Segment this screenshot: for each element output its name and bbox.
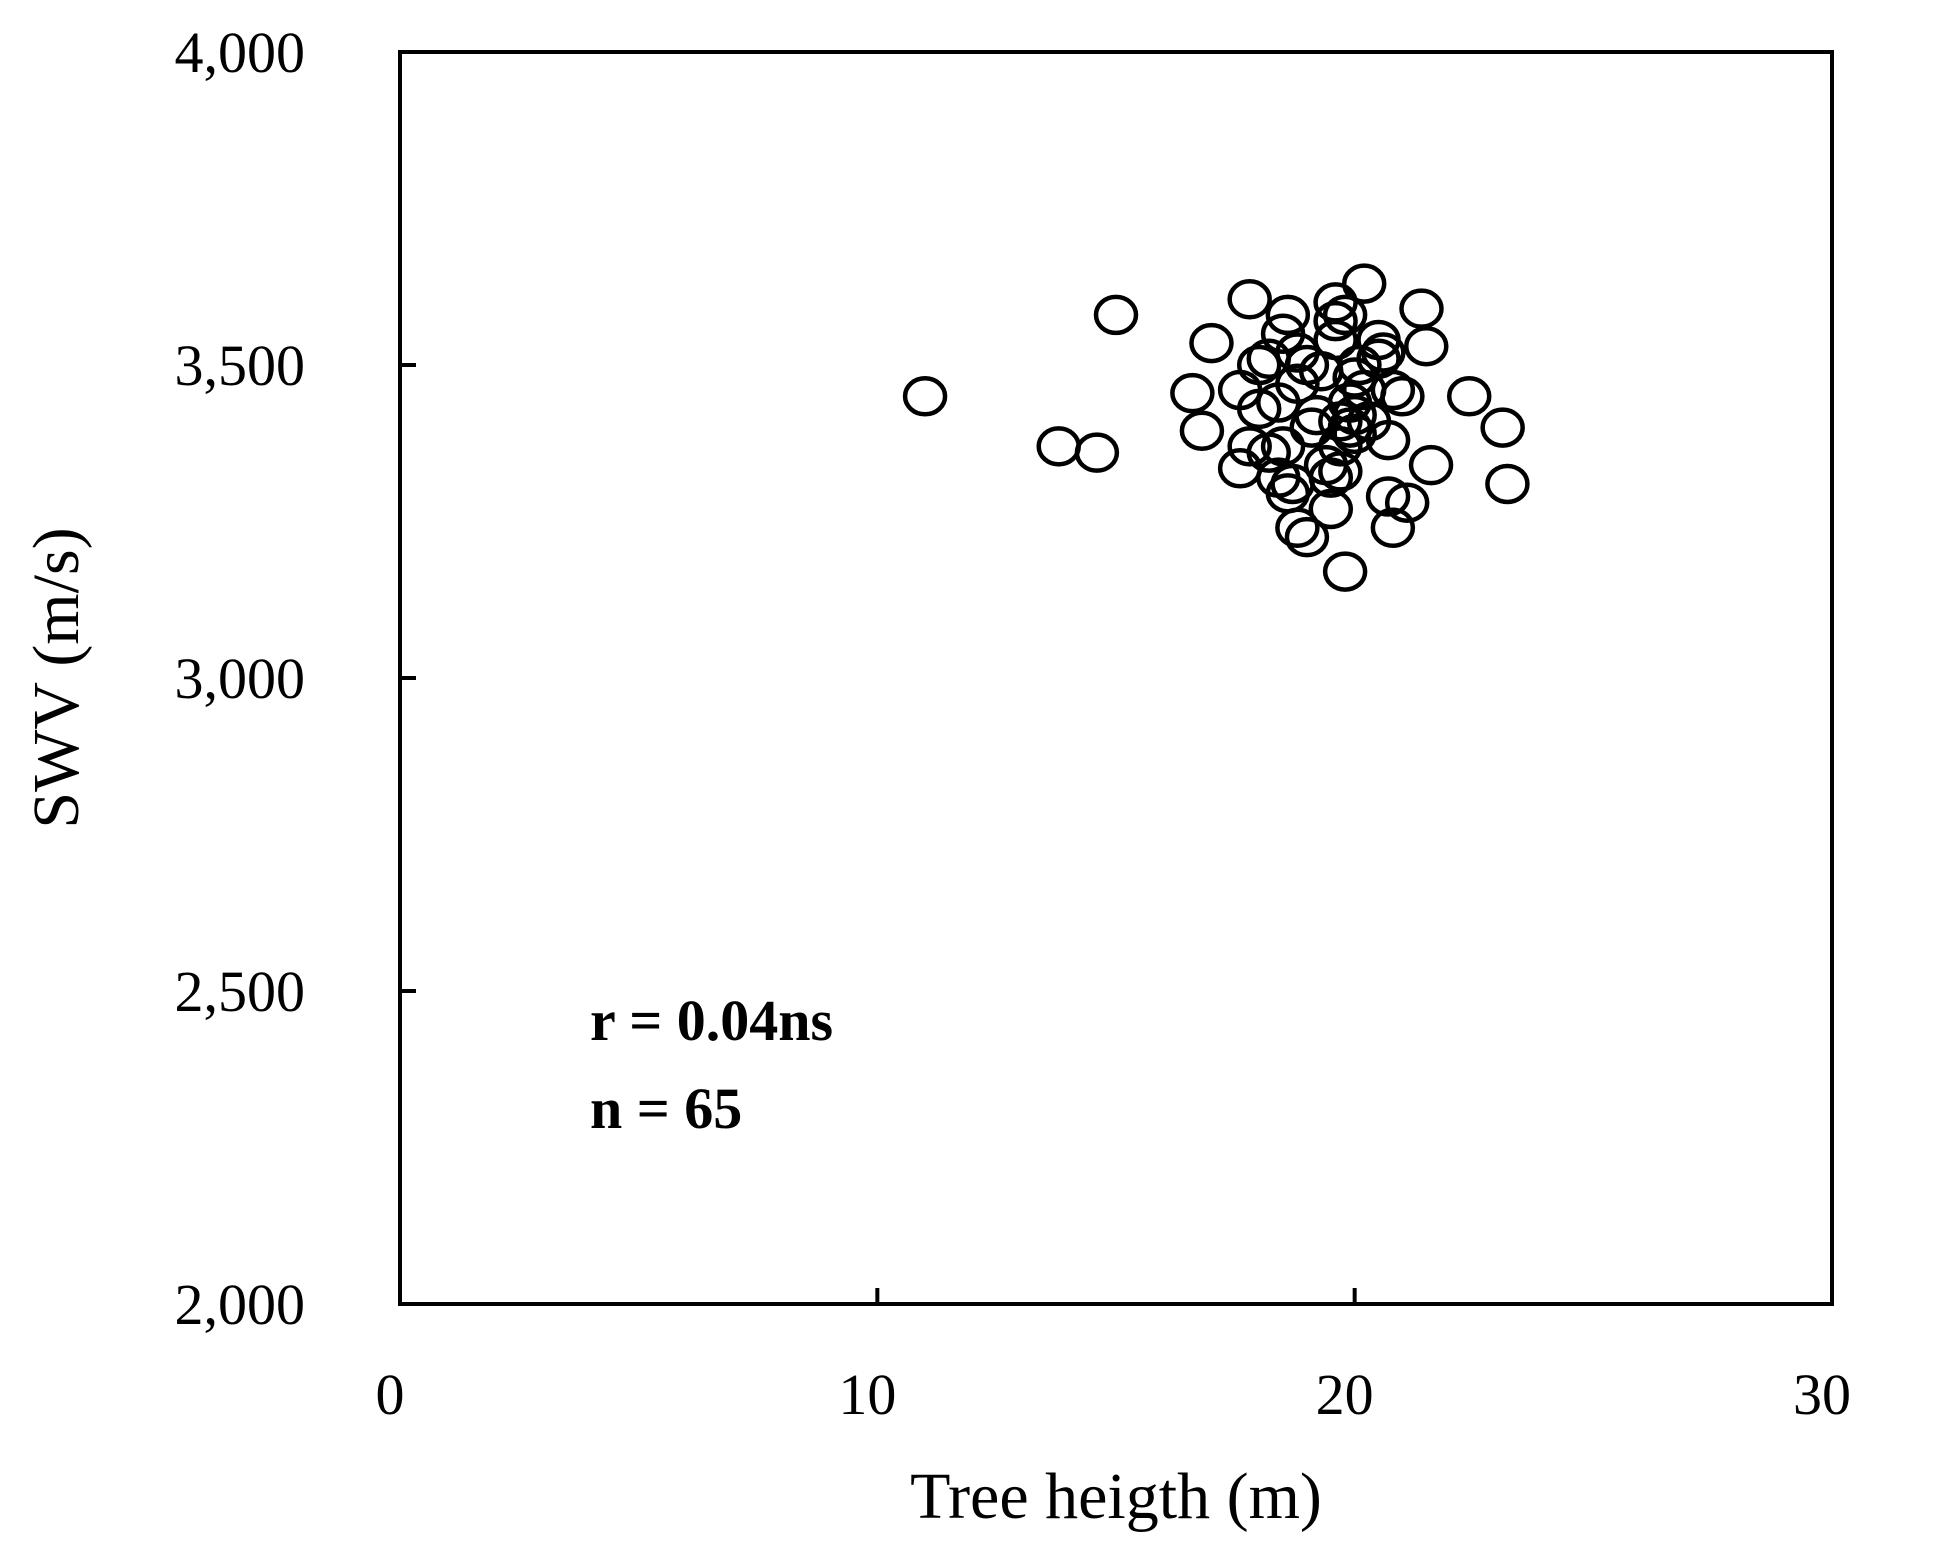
data-point	[1313, 319, 1358, 361]
data-points	[902, 263, 1530, 592]
data-point	[1322, 551, 1368, 592]
y-axis-title: SWV (m/s)	[20, 527, 93, 828]
data-point	[1408, 444, 1454, 486]
data-point	[1284, 516, 1330, 558]
y-tick-label: 3,500	[175, 333, 306, 398]
sample-size-annotation: n = 65	[590, 1076, 742, 1141]
data-point	[1308, 488, 1354, 530]
data-point	[1275, 507, 1320, 549]
data-point	[1227, 279, 1272, 320]
x-axis-ticks: 0 10 20 30	[376, 1288, 1851, 1427]
y-tick-label: 2,000	[175, 1272, 306, 1337]
data-point	[1265, 294, 1311, 336]
plot-area-frame	[398, 50, 1834, 1306]
data-point	[1236, 344, 1282, 386]
data-point	[1275, 363, 1320, 405]
y-tick-label: 3,000	[175, 646, 306, 711]
x-tick-label: 0	[376, 1362, 405, 1427]
data-point	[1480, 407, 1525, 448]
data-point	[1370, 507, 1416, 549]
data-point	[1227, 426, 1272, 467]
data-point	[1260, 426, 1306, 467]
data-point	[1217, 448, 1263, 489]
data-point	[1365, 419, 1411, 461]
data-point	[1170, 372, 1215, 414]
x-tick-label: 10	[838, 1362, 896, 1427]
data-point	[1322, 294, 1368, 336]
data-point	[1036, 426, 1081, 467]
data-point	[1399, 288, 1444, 329]
data-point	[1318, 451, 1363, 492]
y-axis-ticks: 2,000 2,500 3,000 3,500 4,000	[175, 20, 416, 1337]
correlation-annotation: r = 0.04ns	[590, 988, 833, 1053]
data-point	[1365, 476, 1411, 517]
y-tick-label: 2,500	[175, 959, 306, 1024]
x-axis-title: Tree heigth (m)	[910, 1460, 1322, 1533]
x-tick-label: 30	[1793, 1362, 1851, 1427]
data-point	[1236, 388, 1282, 430]
data-point	[1384, 482, 1430, 523]
data-point	[1313, 300, 1358, 342]
data-point	[1189, 322, 1234, 364]
data-point	[1332, 413, 1377, 455]
data-point	[902, 376, 948, 417]
data-point	[1093, 294, 1139, 336]
data-point	[1485, 463, 1530, 505]
y-tick-label: 4,000	[175, 20, 306, 85]
data-point	[1308, 457, 1354, 498]
data-point	[1361, 332, 1406, 373]
data-point	[1074, 432, 1120, 473]
data-point	[1341, 263, 1387, 304]
data-point	[1446, 376, 1492, 417]
data-point	[1356, 338, 1401, 379]
x-tick-label: 20	[1316, 1362, 1374, 1427]
data-point	[1404, 325, 1449, 367]
data-point	[1380, 376, 1425, 417]
data-point	[1179, 410, 1225, 451]
